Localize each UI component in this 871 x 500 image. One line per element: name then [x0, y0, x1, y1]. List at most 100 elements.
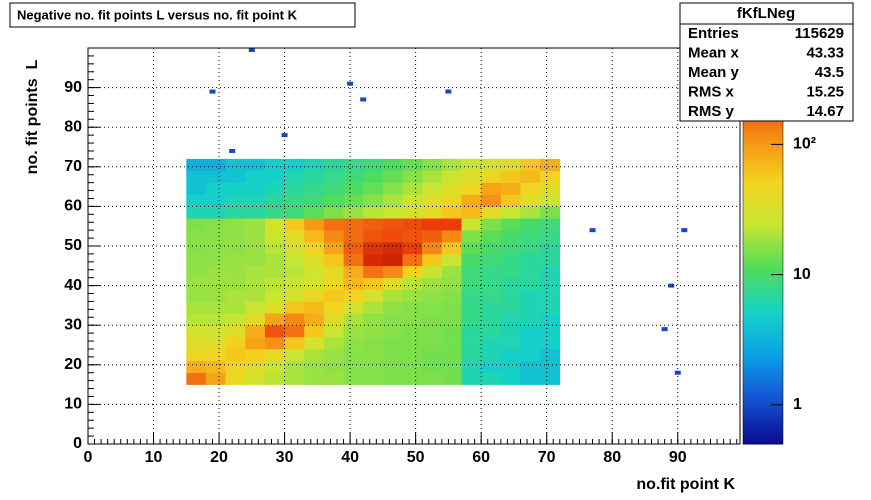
cell: [500, 265, 521, 278]
cell: [323, 301, 344, 314]
cell: [382, 337, 403, 350]
cell: [186, 360, 207, 374]
z-tick-label: 10²: [793, 136, 816, 153]
cell: [481, 158, 502, 172]
color-bar-segment: [743, 371, 783, 376]
color-bar-segment: [743, 176, 783, 181]
cell: [343, 253, 364, 267]
cell: [520, 337, 541, 350]
cell: [205, 194, 226, 207]
cell: [520, 265, 541, 278]
color-bar-segment: [743, 358, 783, 362]
cell: [225, 277, 246, 290]
cell: [343, 230, 364, 243]
cell: [481, 242, 502, 255]
cell: [225, 194, 246, 207]
cell: [481, 301, 502, 314]
cell: [540, 265, 561, 278]
cell: [343, 206, 364, 219]
stats-label: RMS x: [688, 83, 735, 100]
cell: [540, 218, 561, 231]
cell: [540, 337, 561, 350]
cell: [461, 206, 482, 219]
color-bar-segment: [743, 315, 783, 320]
cell: [264, 360, 285, 374]
cell: [323, 360, 344, 374]
cell: [245, 301, 266, 314]
cell: [205, 325, 226, 338]
color-bar-segment: [743, 166, 783, 171]
cell: [264, 301, 285, 314]
color-bar-segment: [743, 265, 783, 270]
cell: [382, 301, 403, 314]
cell: [304, 194, 325, 207]
cell: [264, 289, 285, 302]
cell: [245, 206, 266, 219]
cell: [500, 230, 521, 243]
cell: [441, 289, 462, 302]
color-bar-segment: [743, 364, 783, 369]
color-bar-segment: [743, 308, 783, 313]
x-tick-label: 10: [145, 449, 163, 466]
z-tick-label: 10: [793, 266, 811, 283]
cell: [500, 218, 521, 231]
cell: [481, 170, 502, 183]
cell: [481, 230, 502, 243]
cell: [461, 301, 482, 314]
cell: [264, 194, 285, 207]
y-tick-label: 70: [64, 158, 82, 175]
color-bar-segment: [743, 394, 783, 399]
cell: [284, 242, 305, 255]
cell: [284, 348, 305, 362]
color-bar-segment: [743, 153, 783, 158]
cell: [402, 372, 423, 385]
color-bar-segment: [743, 361, 783, 366]
cell: [461, 230, 482, 243]
cell: [363, 325, 384, 338]
cell: [225, 182, 246, 195]
cell: [402, 206, 423, 219]
cell: [304, 182, 325, 195]
cell: [225, 218, 246, 231]
cell: [481, 277, 502, 290]
cell: [402, 277, 423, 290]
color-bar-segment: [743, 219, 783, 224]
cell: [284, 230, 305, 243]
cell: [402, 230, 423, 243]
cell: [343, 158, 364, 172]
cell: [382, 230, 403, 243]
cell: [441, 242, 462, 255]
color-bar-segment: [743, 170, 783, 174]
color-bar-segment: [743, 331, 783, 336]
cell: [205, 242, 226, 255]
cell: [205, 265, 226, 278]
cell: [520, 313, 541, 326]
x-tick-label: 90: [669, 449, 687, 466]
cell: [481, 253, 502, 267]
cell: [264, 277, 285, 290]
color-bar-segment: [743, 252, 783, 257]
cell: [382, 170, 403, 183]
cell: [304, 242, 325, 255]
cell: [500, 348, 521, 362]
color-bar-segment: [743, 321, 783, 326]
color-bar-segment: [743, 272, 783, 277]
cell: [540, 372, 561, 385]
cell: [382, 182, 403, 195]
cell: [264, 372, 285, 385]
cell: [540, 182, 561, 195]
x-tick-label: 0: [84, 449, 93, 466]
cell: [225, 360, 246, 374]
cell: [363, 230, 384, 243]
cell: [186, 206, 207, 219]
cell: [540, 158, 561, 172]
cell: [402, 218, 423, 231]
cell: [481, 218, 502, 231]
cell: [186, 313, 207, 326]
cell: [323, 230, 344, 243]
y-tick-label: 80: [64, 118, 82, 135]
cell: [323, 206, 344, 219]
cell: [520, 277, 541, 290]
